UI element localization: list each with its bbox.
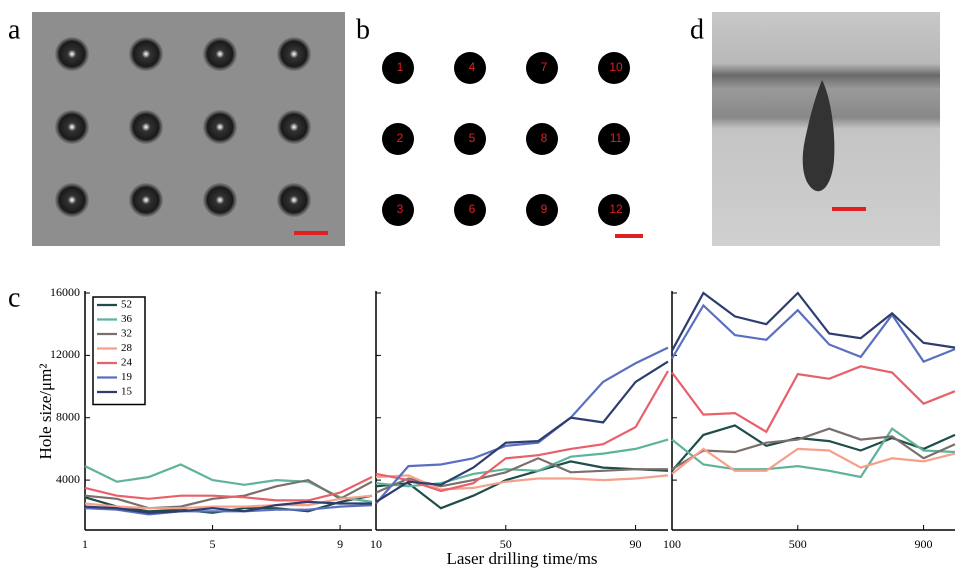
legend-label: 36 [121,313,133,325]
hole [55,183,89,217]
blob [526,52,558,84]
blob [598,123,630,155]
blob-label: 3 [397,202,404,216]
series-line [84,476,373,502]
x-tick-label: 900 [915,537,933,551]
blob-label: 2 [397,131,404,145]
y-tick-label: 16000 [50,285,80,299]
series-line [671,303,956,363]
hole [129,183,163,217]
blob [454,123,486,155]
hole [203,37,237,71]
x-tick-label: 90 [630,537,642,551]
hole [277,37,311,71]
y-tick-label: 4000 [56,472,80,486]
hole [55,110,89,144]
hole [203,183,237,217]
series-line [375,460,669,510]
blob [526,194,558,226]
panel-label: c [8,282,20,313]
series-line [671,427,956,471]
legend-label: 19 [121,371,133,383]
series-line [84,504,373,516]
hole [277,183,311,217]
series-line [84,500,372,514]
blob-label: 11 [610,131,623,145]
x-tick-label: 1 [82,537,88,551]
panel-label: b [356,14,370,45]
blob [382,123,414,155]
series-line [671,291,956,352]
blob [382,194,414,226]
hole [277,110,311,144]
blob-label: 6 [469,202,476,216]
x-tick-label: 5 [210,537,216,551]
blob-label: 9 [541,202,548,216]
blob [454,52,486,84]
series-line [671,427,956,479]
blob-label: 10 [609,60,623,74]
x-tick-label: 100 [663,537,681,551]
blob-label: 12 [609,202,623,216]
x-tick-label: 9 [337,537,343,551]
series-line [671,424,956,472]
blob [454,194,486,226]
panel-label: d [690,14,704,45]
legend-box [92,296,146,406]
series-line [671,365,956,434]
x-axis-label: Laser drilling time/ms [446,549,597,568]
y-tick-label: 12000 [50,347,80,361]
photo-a [32,12,345,246]
hole [203,110,237,144]
series-line [375,360,669,503]
blob [598,52,630,84]
legend-label: 28 [121,342,133,354]
series-line [375,370,669,493]
x-tick-label: 10 [370,537,382,551]
blob [382,52,414,84]
x-tick-label: 50 [500,537,512,551]
blob [598,194,630,226]
blob [526,123,558,155]
panel-label: a [8,14,21,45]
photo-d [712,12,940,246]
blob-label: 1 [397,60,404,74]
x-tick-label: 500 [789,537,807,551]
y-axis-label: Hole size/μm² [36,364,55,460]
blob-label: 5 [469,131,476,145]
blob-label: 7 [541,60,548,74]
hole [55,37,89,71]
legend-label: 52 [121,299,132,311]
legend-label: 24 [121,357,133,369]
y-tick-label: 8000 [56,409,80,423]
hole [129,37,163,71]
series-line [375,346,669,505]
blob-label: 4 [469,60,476,74]
legend-label: 15 [121,386,133,398]
blob-label: 8 [541,131,548,145]
legend-label: 32 [121,328,132,340]
hole [129,110,163,144]
series-line [671,447,956,475]
